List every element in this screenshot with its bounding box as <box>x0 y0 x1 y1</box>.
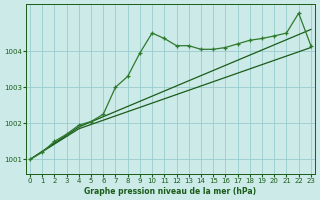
X-axis label: Graphe pression niveau de la mer (hPa): Graphe pression niveau de la mer (hPa) <box>84 187 257 196</box>
